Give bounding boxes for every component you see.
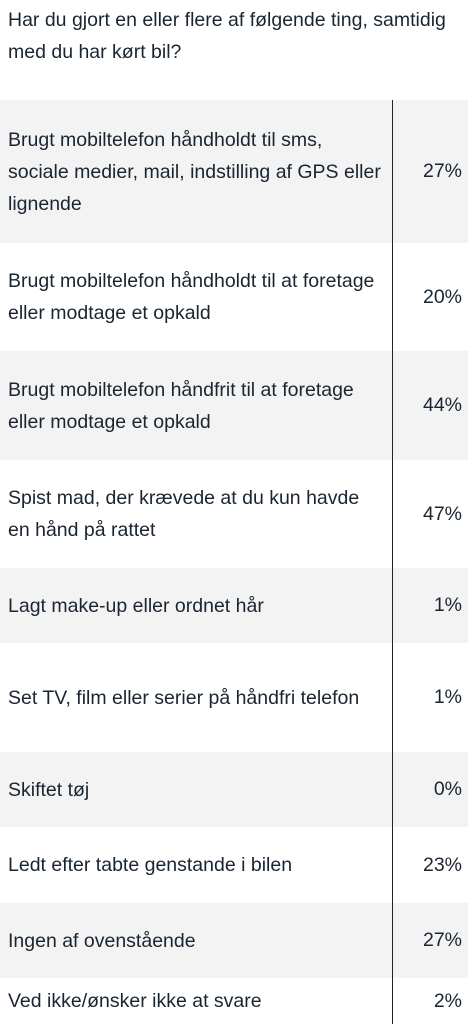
row-label: Ledt efter tabte genstande i bilen	[8, 854, 293, 876]
row-value: 20%	[392, 243, 468, 351]
table-row: Brugt mobiltelefon håndholdt til at fore…	[0, 243, 468, 351]
survey-question: Har du gjort en eller flere af følgende …	[8, 9, 446, 63]
table-row: Skiftet tøj 0%	[0, 752, 468, 827]
table-row: Lagt make-up eller ordnet hår 1%	[0, 568, 468, 643]
row-value: 1%	[392, 568, 468, 643]
row-value: 47%	[392, 460, 468, 568]
row-label: Brugt mobiltelefon håndfrit til at foret…	[8, 378, 354, 433]
table-row: Ved ikke/ønsker ikke at svare 2%	[0, 978, 468, 1024]
row-label: Brugt mobiltelefon håndholdt til sms, so…	[8, 128, 381, 215]
row-label: Spist mad, der krævede at du kun havde e…	[8, 487, 360, 541]
results-table: Brugt mobiltelefon håndholdt til sms, so…	[0, 100, 468, 1024]
table-row: Spist mad, der krævede at du kun havde e…	[0, 460, 468, 568]
row-value: 27%	[392, 903, 468, 978]
table-row: Brugt mobiltelefon håndholdt til sms, so…	[0, 100, 468, 243]
row-value: 44%	[392, 351, 468, 460]
row-value: 1%	[392, 643, 468, 752]
row-label: Ved ikke/ønsker ikke at svare	[8, 990, 262, 1012]
row-value: 23%	[392, 827, 468, 903]
table-row: Set TV, film eller serier på håndfri tel…	[0, 643, 468, 752]
row-label: Skiftet tøj	[8, 778, 90, 801]
row-label: Set TV, film eller serier på håndfri tel…	[8, 686, 360, 709]
row-label: Ingen af ovenstående	[8, 929, 196, 952]
table-row: Ledt efter tabte genstande i bilen 23%	[0, 827, 468, 903]
table-row: Brugt mobiltelefon håndfrit til at foret…	[0, 351, 468, 460]
table-row: Ingen af ovenstående 27%	[0, 903, 468, 978]
row-label: Brugt mobiltelefon håndholdt til at fore…	[8, 270, 375, 324]
row-value: 0%	[392, 752, 468, 827]
row-value: 27%	[392, 100, 468, 243]
row-value: 2%	[392, 978, 468, 1024]
row-label: Lagt make-up eller ordnet hår	[8, 594, 264, 617]
